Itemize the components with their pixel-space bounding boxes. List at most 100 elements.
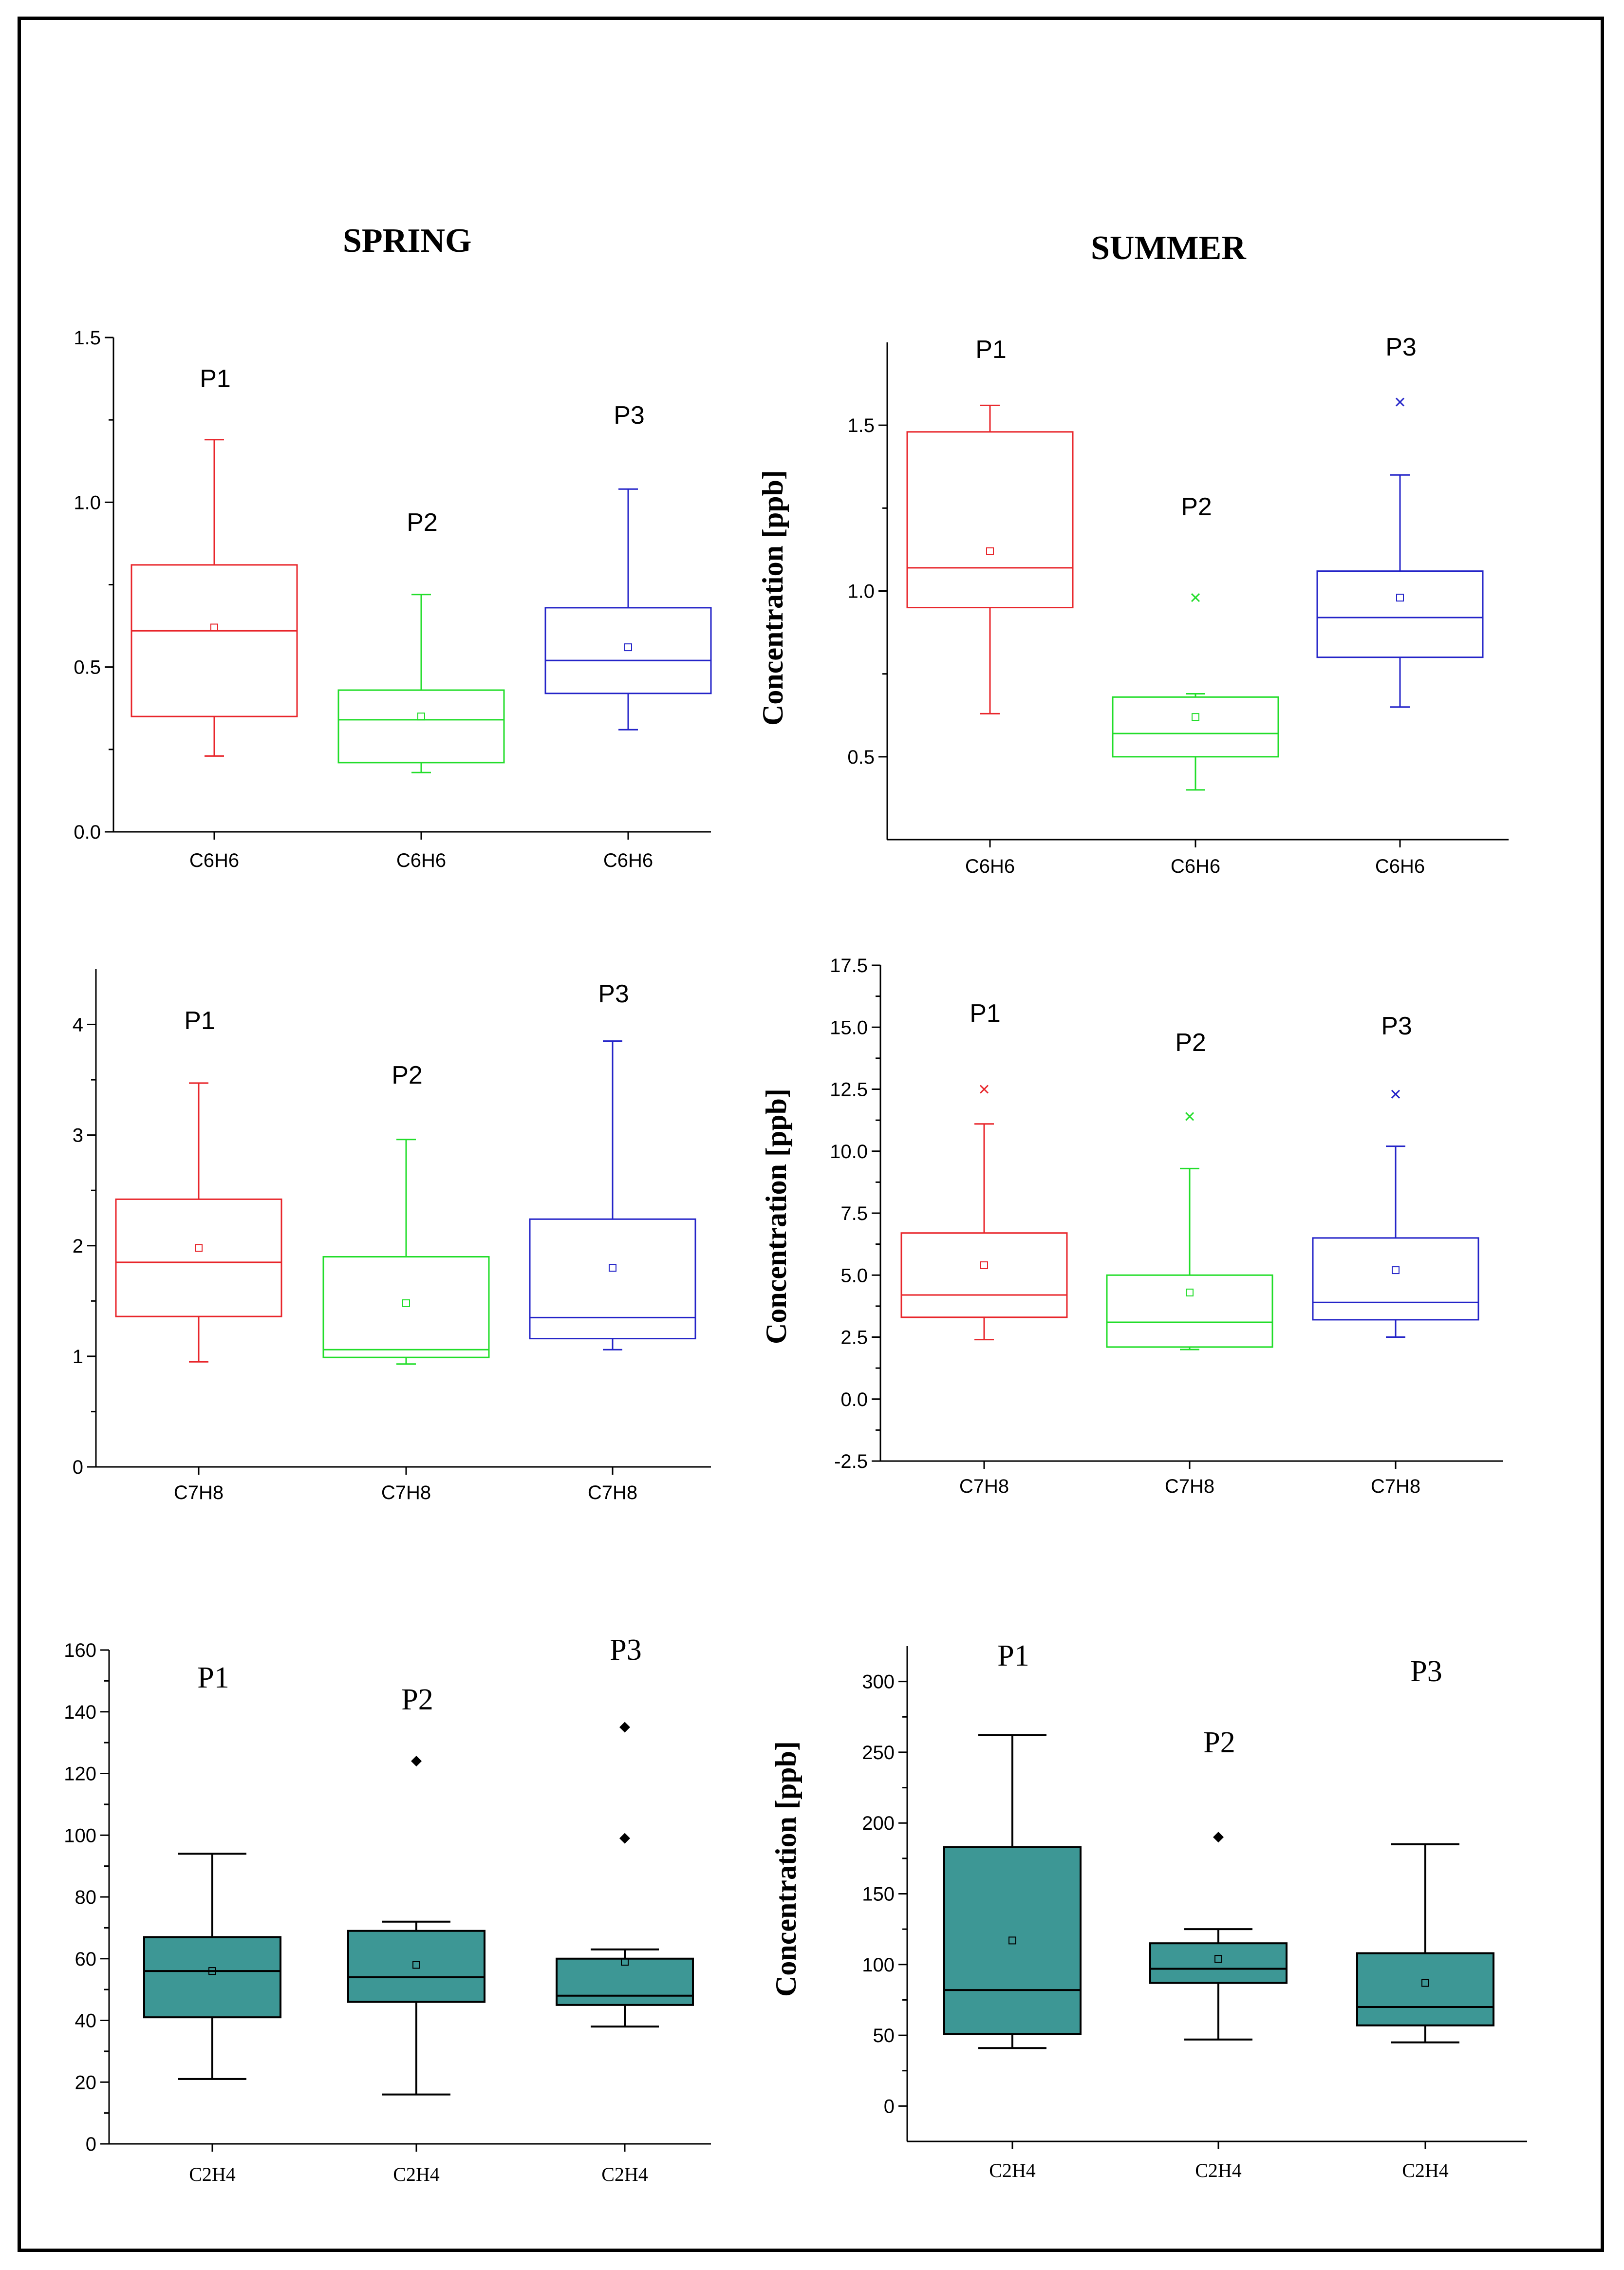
summer-c7h8-ytick-label: 10.0: [830, 1141, 868, 1163]
spring-c7h8-category-label: C7H8: [174, 1482, 224, 1503]
mean-marker: [1396, 594, 1404, 602]
spring-c7h8-category-label: C7H8: [588, 1482, 637, 1503]
summer-c6h6-category-label: C6H6: [1171, 856, 1220, 877]
spring-c7h8-chart: 0 1 2 3 4 C7H8 P1 C7H8 P2 C7H8 P3: [73, 969, 711, 1503]
spring-c7h8-box-p3: C7H8 P3: [529, 980, 696, 1503]
figure-frame: [18, 17, 1604, 2252]
summer-c2h4-ytick-label: 300: [862, 1671, 895, 1693]
iqr-box: [556, 1957, 694, 2006]
spring-c2h4-box-p1: C2H4 P1: [143, 1661, 281, 2185]
spring-c7h8-ytick-label: 2: [73, 1236, 83, 1257]
spring-c2h4-box-p3: C2H4 P3: [556, 1633, 694, 2185]
spring-c6h6-ytick-label: 1.0: [74, 492, 101, 513]
iqr-box: [1356, 1952, 1494, 2026]
spring-c6h6-category-label: C6H6: [189, 850, 239, 871]
outlier-marker: [1191, 593, 1200, 602]
outlier-marker: [1185, 1112, 1195, 1121]
iqr-box: [1312, 1237, 1479, 1321]
spring-c2h4-ytick-label: 80: [75, 1887, 97, 1908]
iqr-box: [900, 1232, 1068, 1318]
summer-c2h4-box-p1: C2H4 P1: [943, 1639, 1082, 2181]
mean-marker: [417, 713, 425, 721]
summer-c7h8-ytick-label: 2.5: [840, 1327, 868, 1349]
summer-c7h8-chart: -2.50.02.55.07.510.012.515.017.5C7H8P1C7…: [830, 955, 1503, 1497]
iqr-box: [943, 1846, 1082, 2035]
summer-c2h4-ytick-label: 100: [862, 1954, 895, 1976]
summer-c7h8-ytick-label: 5.0: [840, 1265, 868, 1286]
mean-marker: [986, 547, 994, 555]
summer-c2h4-series-label: P2: [1203, 1726, 1235, 1759]
summer-c7h8-box-p2: C7H8 P2: [1106, 1029, 1273, 1497]
summer-c6h6-chart: 0.5 1.0 1.5 C6H6 P1 C6H6 P2 C6H6 P3: [847, 333, 1509, 877]
iqr-box: [131, 564, 298, 717]
iqr-box: [544, 607, 712, 694]
spring-c6h6-ytick-label: 0.5: [74, 657, 101, 678]
spring-c6h6-ytick-label: 1.5: [74, 327, 101, 349]
spring-c7h8-category-label: C7H8: [381, 1482, 431, 1503]
outlier-marker: [619, 1722, 630, 1733]
summer-c2h4-chart: 0 50 100 150 200 250 300 C2H4 P1 C2H4 P2 C2H4 P3: [862, 1639, 1527, 2181]
summer-c2h4-ytick-label: 200: [862, 1813, 895, 1834]
summer-c7h8-series-label: P1: [970, 999, 1001, 1028]
mean-marker: [208, 1967, 216, 1975]
outlier-marker: [411, 1756, 422, 1767]
spring-c2h4-category-label: C2H4: [393, 2163, 440, 2185]
spring-c7h8-ytick-label: 3: [73, 1125, 83, 1146]
summer-c6h6-category-label: C6H6: [965, 856, 1015, 877]
mean-marker: [980, 1261, 988, 1269]
mean-marker: [412, 1961, 420, 1969]
mean-marker: [1008, 1936, 1016, 1945]
spring-c2h4-ytick-label: 140: [64, 1702, 96, 1723]
spring-c6h6-series-label: P2: [407, 508, 438, 537]
summer-c7h8-series-label: P2: [1175, 1029, 1206, 1057]
summer-c6h6-series-label: P3: [1385, 333, 1417, 361]
summer-c2h4-box-p3: C2H4 P3: [1356, 1655, 1494, 2181]
iqr-box: [1112, 696, 1279, 758]
summer-c6h6-box-p3: C6H6 P3: [1316, 333, 1484, 877]
spring-c2h4-ytick-label: 120: [64, 1763, 96, 1785]
spring-c6h6-ytick-label: 0.0: [74, 822, 101, 843]
summer-c2h4-category-label: C2H4: [989, 2159, 1036, 2181]
spring-c7h8-ytick-label: 0: [73, 1457, 83, 1478]
spring-c7h8-series-label: P3: [598, 980, 629, 1008]
spring-c6h6-box-p1: C6H6 P1: [131, 365, 298, 871]
spring-c7h8-box-p1: C7H8 P1: [115, 1007, 282, 1503]
summer-c7h8-category-label: C7H8: [959, 1476, 1009, 1497]
summer-c2h4-category-label: C2H4: [1402, 2159, 1449, 2181]
summer-c6h6-ytick-label: 0.5: [847, 747, 875, 768]
mean-marker: [609, 1264, 616, 1272]
iqr-box: [143, 1936, 281, 2019]
mean-marker: [1421, 1979, 1429, 1987]
summer-c7h8-series-label: P3: [1381, 1012, 1412, 1040]
mean-marker: [1392, 1266, 1400, 1275]
spring-c6h6-box-p3: C6H6 P3: [544, 401, 712, 871]
summer-c7h8-box-p3: C7H8 P3: [1312, 1012, 1479, 1497]
summer-c2h4-ytick-label: 0: [884, 2096, 895, 2117]
summer-c6h6-series-label: P1: [975, 336, 1007, 364]
iqr-box: [1149, 1942, 1288, 1984]
iqr-box: [322, 1256, 490, 1358]
mean-marker: [1192, 713, 1199, 721]
spring-c7h8-series-label: P1: [184, 1007, 215, 1035]
spring-c7h8-box-p2: C7H8 P2: [322, 1061, 490, 1503]
summer-c2h4-category-label: C2H4: [1195, 2159, 1242, 2181]
spring-c2h4-ytick-label: 100: [64, 1825, 96, 1846]
mean-marker: [402, 1299, 410, 1307]
iqr-box: [347, 1930, 485, 2003]
summer-c7h8-ytick-label: 12.5: [830, 1079, 868, 1101]
spring-c7h8-ytick-label: 1: [73, 1346, 83, 1368]
spring-c6h6-series-label: P1: [200, 365, 231, 393]
mean-marker: [621, 1958, 629, 1966]
iqr-box: [337, 689, 505, 764]
mean-marker: [1186, 1288, 1194, 1296]
spring-c6h6-category-label: C6H6: [396, 850, 446, 871]
summer-c7h8-category-label: C7H8: [1165, 1476, 1214, 1497]
spring-c6h6-series-label: P3: [614, 401, 645, 430]
spring-c2h4-ytick-label: 0: [86, 2134, 96, 2155]
summer-c7h8-ytick-label: -2.5: [834, 1451, 868, 1472]
summer-c6h6-category-label: C6H6: [1375, 856, 1425, 877]
summer-c7h8-ytick-label: 15.0: [830, 1017, 868, 1038]
iqr-box: [1106, 1274, 1273, 1348]
spring-title: SPRING: [343, 222, 472, 260]
